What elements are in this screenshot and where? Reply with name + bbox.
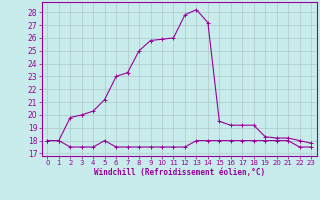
- X-axis label: Windchill (Refroidissement éolien,°C): Windchill (Refroidissement éolien,°C): [94, 168, 265, 177]
